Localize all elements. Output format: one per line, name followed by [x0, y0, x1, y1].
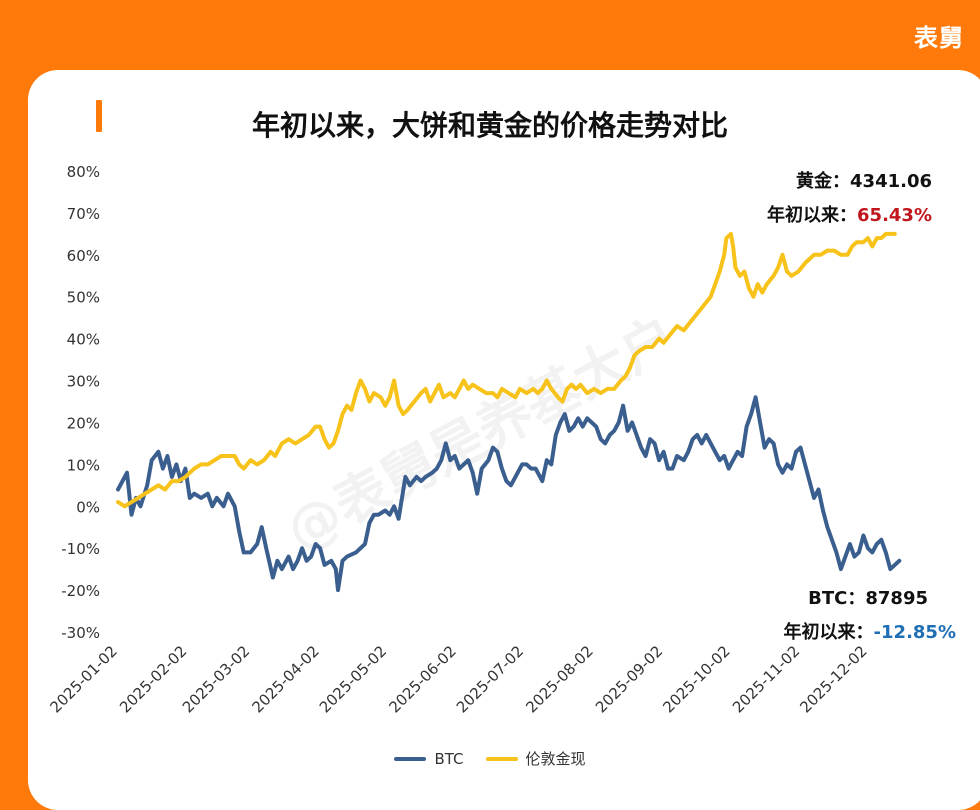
- legend-item-gold: 伦敦金现: [485, 748, 586, 769]
- y-tick-label: -10%: [61, 540, 100, 558]
- y-tick-label: 10%: [67, 456, 100, 474]
- gold-ytd-label: 年初以来：: [767, 205, 858, 226]
- x-tick-label: 2025-08-02: [522, 642, 596, 716]
- brand-logo: 表舅: [914, 24, 964, 52]
- gold-price-value: 4341.06: [850, 171, 932, 192]
- gold-price-annotation: 黄金：4341.06: [796, 167, 932, 193]
- gold-price-label: 黄金：: [796, 171, 851, 192]
- chart-legend: BTC 伦敦金现: [0, 748, 980, 769]
- legend-label-gold: 伦敦金现: [525, 750, 586, 768]
- chart-card: [28, 70, 980, 810]
- x-tick-label: 2025-06-02: [385, 642, 459, 716]
- btc-ytd-value: -12.85%: [873, 622, 956, 643]
- x-tick-label: 2025-01-02: [46, 642, 120, 716]
- y-tick-label: -20%: [61, 582, 100, 600]
- y-tick-label: 60%: [67, 247, 100, 265]
- btc-price-value: 87895: [865, 588, 928, 609]
- btc-price-label: BTC：: [808, 588, 866, 609]
- gold-ytd-value: 65.43%: [857, 205, 932, 226]
- chart-title: 年初以来，大饼和黄金的价格走势对比: [251, 109, 728, 142]
- y-tick-label: 80%: [67, 163, 100, 181]
- title-accent-bar: [96, 100, 102, 132]
- x-tick-label: 2025-09-02: [592, 642, 666, 716]
- legend-swatch-btc: [394, 756, 427, 761]
- btc-ytd-label: 年初以来：: [783, 622, 874, 643]
- y-tick-label: 40%: [67, 331, 100, 349]
- y-tick-label: 70%: [67, 205, 100, 223]
- x-tick-label: 2025-11-02: [729, 642, 803, 716]
- legend-swatch-gold: [485, 756, 518, 761]
- series-line-gold: [116, 231, 897, 509]
- gold-ytd-annotation: 年初以来：65.43%: [767, 201, 932, 227]
- x-tick-label: 2025-05-02: [316, 642, 390, 716]
- y-tick-label: 50%: [67, 289, 100, 307]
- legend-label-btc: BTC: [434, 749, 464, 768]
- x-tick-label: 2025-10-02: [659, 642, 733, 716]
- series-line-btc: [116, 395, 902, 593]
- btc-price-annotation: BTC：87895: [808, 584, 928, 610]
- x-tick-label: 2025-03-02: [179, 642, 253, 716]
- y-tick-label: -30%: [61, 624, 100, 642]
- x-tick-label: 2025-04-02: [249, 642, 323, 716]
- x-tick-label: 2025-07-02: [453, 642, 527, 716]
- legend-item-btc: BTC: [394, 749, 464, 768]
- y-tick-label: 30%: [67, 373, 100, 391]
- y-tick-label: 0%: [76, 498, 100, 516]
- y-tick-label: 20%: [67, 414, 100, 432]
- x-tick-label: 2025-12-02: [796, 642, 870, 716]
- btc-ytd-annotation: 年初以来：-12.85%: [784, 618, 956, 644]
